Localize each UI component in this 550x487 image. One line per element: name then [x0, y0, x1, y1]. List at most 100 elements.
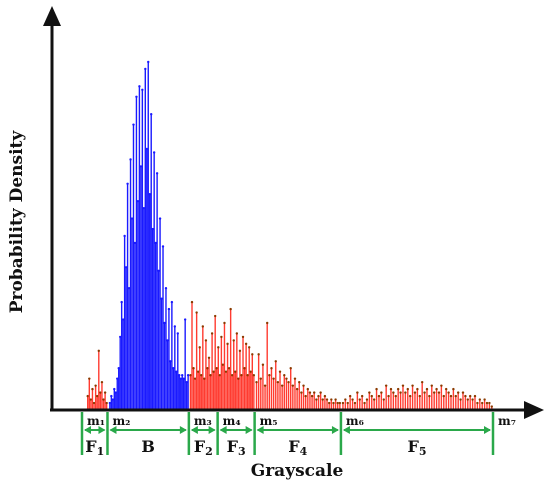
background-bin-tip [119, 335, 122, 339]
background-bin [185, 382, 188, 410]
background-bin-tip [108, 401, 112, 405]
foreground-bin [479, 399, 481, 410]
background-bin-tip [139, 165, 143, 168]
region-arrow-head [109, 426, 117, 434]
background-bin [172, 368, 175, 410]
foreground-bin-tip [368, 391, 371, 394]
background-bin-tip [170, 300, 174, 304]
foreground-bin [192, 368, 195, 410]
foreground-bin [203, 378, 206, 410]
foreground-bin [339, 403, 341, 410]
foreground-bin [195, 312, 198, 410]
foreground-bin-tip [196, 370, 200, 373]
foreground-bin-tip [215, 367, 218, 370]
threshold-label: m₅ [260, 414, 278, 428]
background-bin [143, 208, 145, 410]
background-bin-tip [185, 380, 188, 384]
foreground-bin-tip [217, 346, 220, 349]
foreground-bin-tip [240, 374, 243, 377]
foreground-bin-tip [459, 398, 462, 401]
foreground-bin-tip [325, 398, 329, 401]
foreground-bin [281, 385, 283, 410]
region-label: B [141, 437, 155, 456]
foreground-bin [243, 368, 246, 410]
background-bin-tip [179, 377, 182, 380]
foreground-bin [105, 403, 108, 410]
foreground-bin-tip [218, 374, 222, 377]
background-bin [141, 89, 144, 410]
foreground-bin [416, 389, 419, 410]
background-bin [116, 378, 118, 410]
region-arrow-head [98, 426, 106, 434]
foreground-bin-tip [220, 335, 223, 339]
foreground-bin-tip [257, 353, 260, 356]
foreground-bin-tip [295, 387, 299, 391]
foreground-bin-tip [365, 398, 369, 401]
background-bin [168, 309, 170, 410]
foreground-bin [309, 392, 311, 410]
background-bin-tip [172, 367, 175, 370]
foreground-bin-tip [401, 384, 405, 387]
foreground-bin-tip [252, 374, 256, 377]
background-bin-tip [160, 297, 163, 300]
background-bin-tip [135, 95, 138, 99]
threshold-label: m₆ [346, 414, 364, 428]
background-bin [154, 242, 157, 410]
background-bin-tip [113, 387, 116, 391]
background-bin-tip [183, 318, 187, 321]
foreground-bin-tip [423, 391, 426, 394]
background-bin-tip [173, 325, 177, 328]
foreground-bin-tip [189, 374, 192, 377]
foreground-bin [349, 396, 351, 410]
foreground-bin-tip [317, 394, 320, 398]
foreground-bin-tip [231, 374, 234, 377]
foreground-bin-tip [204, 339, 208, 342]
foreground-bin [225, 371, 227, 410]
foreground-bin-tip [285, 377, 288, 380]
background-bin-tip [147, 60, 150, 64]
foreground-bin-tip [195, 311, 198, 314]
foreground-bin [87, 396, 89, 410]
foreground-bin-tip [276, 380, 280, 384]
background-bin [151, 229, 154, 410]
foreground-bin-tip [399, 391, 402, 394]
foreground-bin [283, 375, 285, 410]
background-bin-tip [175, 370, 178, 373]
background-bin [122, 319, 124, 410]
foreground-bin-tip [413, 391, 417, 394]
foreground-bin [251, 354, 253, 410]
background-bin [162, 246, 164, 410]
background-bin [169, 361, 172, 410]
foreground-bin [191, 302, 193, 410]
foreground-bin-tip [375, 387, 378, 391]
foreground-bin [328, 403, 330, 410]
background-bin-tip [154, 241, 157, 245]
foreground-bin-tip [341, 401, 345, 405]
region-label: F2 [194, 437, 213, 458]
threshold-label: m₁ [87, 414, 105, 428]
foreground-bin [428, 396, 431, 410]
foreground-bin-tip [313, 391, 316, 394]
foreground-bin [231, 375, 233, 410]
foreground-bin-tip [226, 342, 229, 346]
background-bin-tip [136, 200, 140, 203]
foreground-bin-tip [96, 394, 99, 398]
foreground-bin [459, 399, 462, 410]
foreground-bin [257, 354, 260, 410]
foreground-bin-tip [435, 387, 438, 391]
background-bin [165, 288, 167, 410]
foreground-bin [206, 368, 209, 410]
foreground-bin [385, 385, 387, 410]
region-arrow-head [84, 426, 91, 434]
foreground-bin [300, 392, 303, 410]
foreground-bin-tip [248, 346, 251, 349]
region-arrow-head [331, 426, 339, 434]
foreground-bin-tip [485, 401, 489, 405]
foreground-bin-tip [293, 377, 297, 380]
background-bin-tip [121, 318, 125, 321]
foreground-bin-tip [105, 401, 108, 405]
background-bin [163, 323, 166, 410]
foreground-bin-tip [380, 391, 383, 394]
foreground-bin-tip [210, 332, 214, 335]
